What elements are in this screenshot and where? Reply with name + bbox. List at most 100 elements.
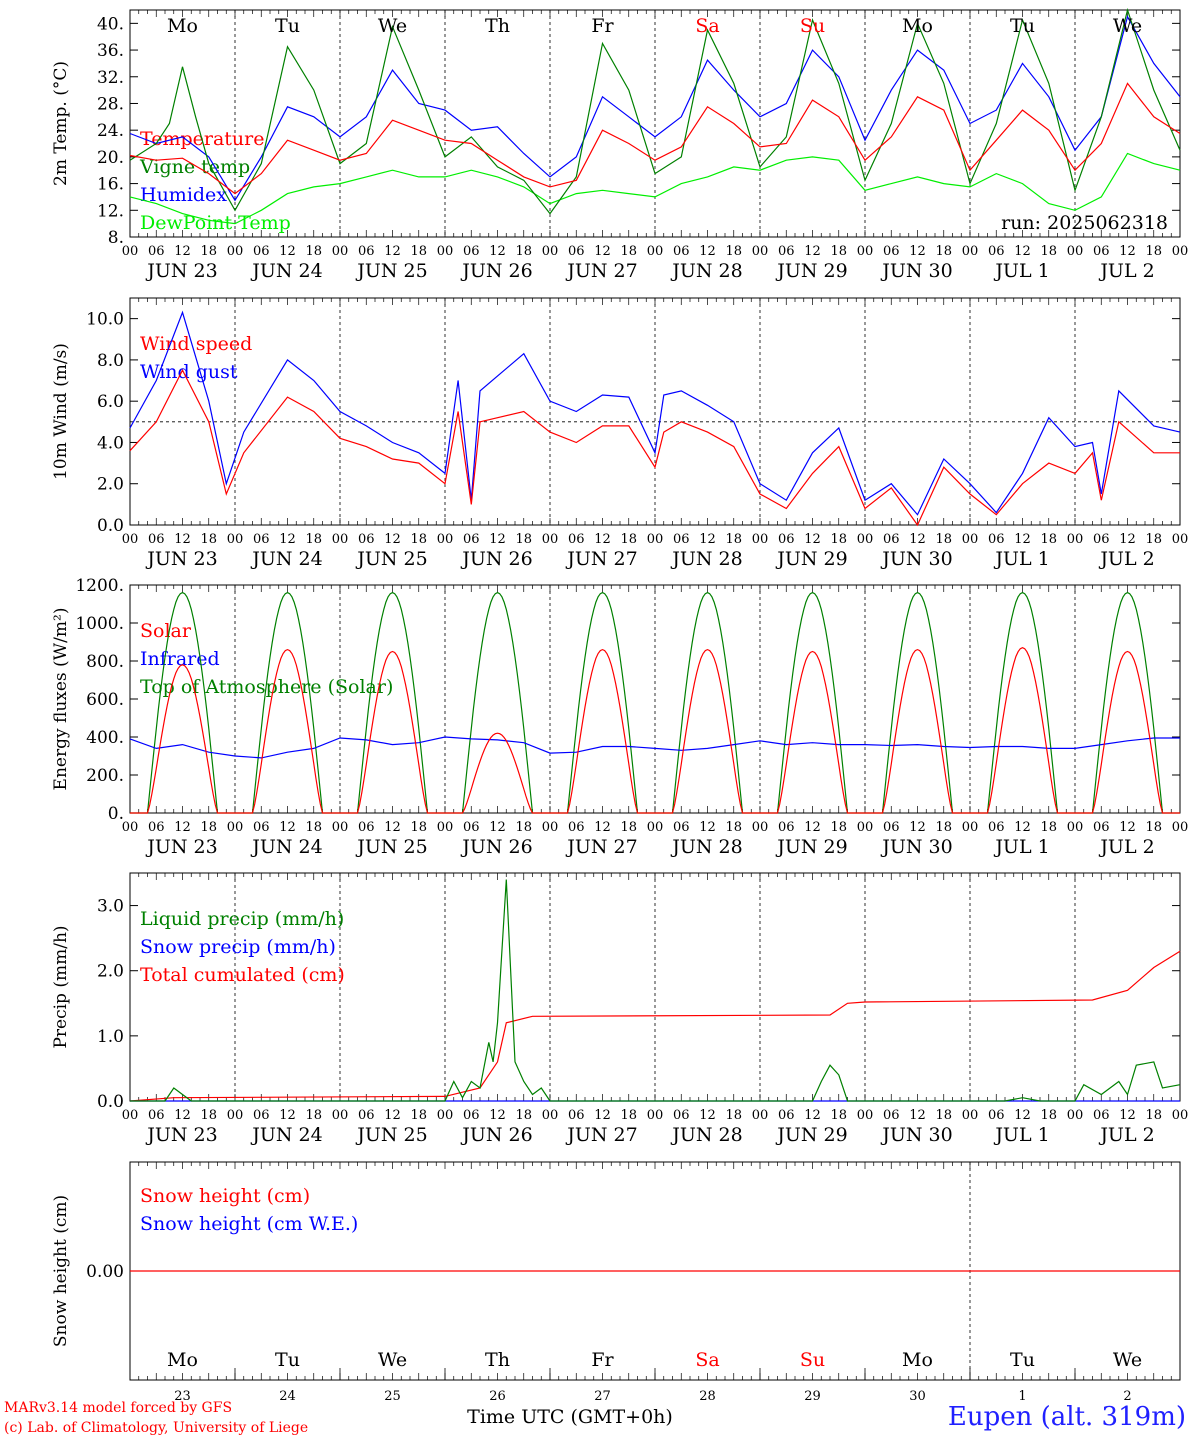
x-hour-label: 00 (962, 244, 979, 259)
x-hour-label: 12 (804, 1108, 821, 1123)
x-hour-label: 12 (699, 244, 716, 259)
x-hour-label: 06 (358, 820, 375, 835)
x-date-label: JUN 30 (880, 260, 952, 282)
weekday-label-top: Sa (695, 15, 719, 37)
x-hour-label: 00 (857, 244, 874, 259)
x-hour-label: 06 (883, 244, 900, 259)
run-annotation: run: 2025062318 (1001, 212, 1168, 234)
x-date-label: JUN 29 (775, 548, 847, 570)
y-tick-label: 3.0 (97, 897, 124, 917)
y-tick-label: 200. (86, 766, 124, 786)
legend-liquid-precip-mm-h-: Liquid precip (mm/h) (140, 908, 344, 930)
x-hour-label: 12 (384, 1108, 401, 1123)
y-tick-label: 1.0 (97, 1027, 124, 1047)
x-date-label: JUN 23 (145, 548, 217, 570)
y-tick-label: 32. (97, 68, 124, 88)
x-date-label: JUN 23 (145, 1124, 217, 1146)
legend-snow-height-cm-: Snow height (cm) (140, 1185, 310, 1207)
weekday-label-top: Su (800, 15, 825, 37)
y-axis-label: Energy fluxes (W/m²) (51, 608, 71, 791)
x-date-label: JUL 1 (993, 1124, 1049, 1146)
x-date-label: JUN 28 (670, 1124, 742, 1146)
x-hour-label: 12 (174, 532, 191, 547)
x-hour-label: 18 (200, 532, 217, 547)
x-hour-label: 18 (1145, 1108, 1162, 1123)
x-hour-label: 12 (909, 820, 926, 835)
weekday-label-bottom: We (1113, 1349, 1142, 1371)
x-hour-label: 06 (463, 532, 480, 547)
x-hour-label: 06 (988, 244, 1005, 259)
x-hour-label: 18 (725, 820, 742, 835)
x-hour-label: 06 (673, 244, 690, 259)
x-hour-label: 06 (883, 532, 900, 547)
x-hour-label: 00 (542, 532, 559, 547)
x-hour-label: 00 (752, 820, 769, 835)
weekday-label-bottom: Mo (167, 1349, 198, 1371)
x-hour-label: 00 (332, 820, 349, 835)
y-tick-label: 0.00 (86, 1262, 124, 1282)
day-number-label: 1 (1018, 1389, 1026, 1404)
x-hour-label: 06 (1093, 820, 1110, 835)
y-tick-label: 2.0 (97, 962, 124, 982)
x-hour-label: 12 (1119, 532, 1136, 547)
x-hour-label: 18 (305, 244, 322, 259)
x-hour-label: 12 (174, 1108, 191, 1123)
legend-snow-precip-mm-h-: Snow precip (mm/h) (140, 936, 336, 958)
y-axis-label: Precip (mm/h) (51, 925, 71, 1048)
panel-wind: 0.0 2.0 4.0 6.0 8.0 10.0 10m Wind (m/s) 00 06 12 1… (51, 297, 1188, 570)
x-hour-label: 06 (988, 820, 1005, 835)
x-hour-label: 06 (358, 532, 375, 547)
x-hour-label: 18 (620, 1108, 637, 1123)
x-hour-label: 06 (463, 1108, 480, 1123)
x-hour-label: 18 (410, 1108, 427, 1123)
x-hour-label: 12 (909, 244, 926, 259)
x-hour-label: 00 (332, 1108, 349, 1123)
weekday-label-top: We (378, 15, 407, 37)
x-hour-label: 12 (1119, 1108, 1136, 1123)
x-hour-label: 12 (594, 244, 611, 259)
x-hour-label: 00 (542, 1108, 559, 1123)
x-hour-label: 00 (227, 820, 244, 835)
x-hour-label: 12 (1014, 532, 1031, 547)
panel-temp: 8. 12. 16. 20. 24. 28. 32. 36. 40. 2m Temp. (°C) 0… (51, 7, 1188, 282)
x-hour-label: 00 (962, 820, 979, 835)
y-axis-label: 10m Wind (m/s) (51, 343, 71, 480)
x-hour-label: 18 (620, 532, 637, 547)
x-date-label: JUN 27 (565, 548, 637, 570)
x-date-label: JUN 28 (670, 548, 742, 570)
x-hour-label: 12 (1119, 820, 1136, 835)
panel-energy: 0. 200. 400. 600. 800. 1000. 1200.Energy fluxe… (51, 576, 1188, 858)
y-tick-label: 1200. (75, 576, 124, 596)
series-wind-speed (129, 368, 1180, 527)
x-hour-label: 00 (752, 1108, 769, 1123)
x-hour-label: 06 (253, 532, 270, 547)
weekday-label-top: We (1113, 15, 1142, 37)
x-hour-label: 12 (1119, 244, 1136, 259)
x-hour-label: 06 (148, 820, 165, 835)
x-date-label: JUL 1 (993, 548, 1049, 570)
x-hour-label: 18 (200, 244, 217, 259)
series-vigne-temp (129, 7, 1181, 215)
x-hour-label: 18 (830, 244, 847, 259)
weekday-label-bottom: Tu (1010, 1349, 1035, 1371)
x-hour-label: 06 (568, 1108, 585, 1123)
x-hour-label: 18 (830, 820, 847, 835)
day-number-label: 24 (279, 1389, 296, 1404)
x-hour-label: 06 (1093, 1108, 1110, 1123)
legend-solar: Solar (140, 620, 192, 642)
x-hour-label: 00 (1172, 1108, 1189, 1123)
x-hour-label: 06 (253, 820, 270, 835)
weekday-label-bottom: Th (485, 1349, 510, 1371)
x-hour-label: 00 (647, 244, 664, 259)
x-hour-label: 00 (857, 820, 874, 835)
model-credit: MARv3.14 model forced by GFS (4, 1400, 233, 1416)
x-hour-label: 18 (1040, 820, 1057, 835)
x-hour-label: 00 (857, 532, 874, 547)
x-hour-label: 12 (384, 244, 401, 259)
x-hour-label: 18 (830, 532, 847, 547)
x-hour-label: 00 (122, 1108, 139, 1123)
x-date-label: JUN 30 (880, 836, 952, 858)
x-hour-label: 18 (305, 532, 322, 547)
x-hour-label: 00 (752, 532, 769, 547)
